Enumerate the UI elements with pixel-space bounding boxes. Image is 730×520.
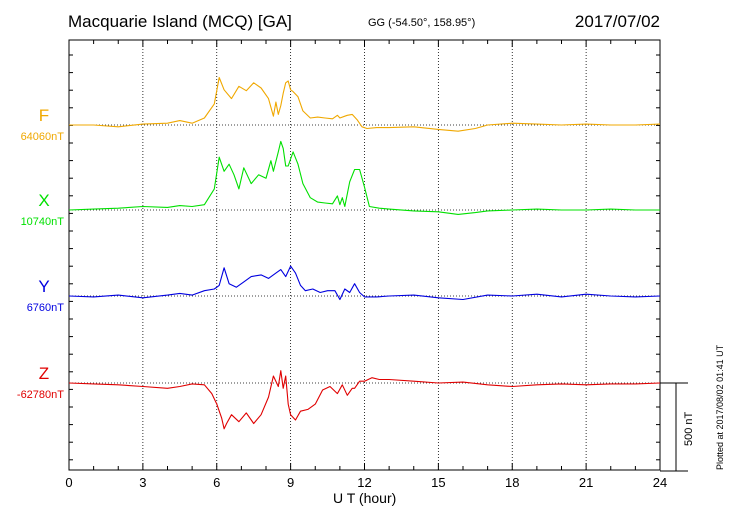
baseline-value-y: 6760nT	[26, 302, 64, 314]
x-tick-label: 18	[505, 475, 520, 490]
x-tick-label: 6	[213, 475, 221, 490]
data-traces	[68, 76, 661, 430]
chart-date: 2017/07/02	[574, 12, 660, 31]
x-tick-label: 12	[357, 475, 372, 490]
trace-z	[68, 370, 661, 430]
component-label-z: Z	[38, 364, 50, 383]
component-label-x: X	[38, 191, 50, 210]
scale-bar-label: 500 nT	[683, 411, 695, 446]
component-label-f: F	[38, 106, 50, 125]
x-axis-ticks	[68, 40, 661, 470]
trace-y	[68, 265, 661, 301]
baseline-value-f: 64060nT	[20, 131, 64, 143]
component-label-y: Y	[38, 277, 50, 296]
x-tick-label: 15	[431, 475, 446, 490]
x-tick-label: 3	[139, 475, 147, 490]
plotted-timestamp: Plotted at 2017/08/02 01:41 UT	[715, 344, 725, 470]
trace-x	[68, 140, 660, 215]
x-tick-label: 21	[578, 475, 594, 490]
x-tick-label: 24	[652, 475, 668, 490]
plot-frame	[68, 39, 661, 471]
x-axis-label: U T (hour)	[333, 490, 397, 506]
x-tick-label: 0	[65, 475, 73, 490]
station-title: Macquarie Island (MCQ) [GA]	[68, 12, 292, 31]
grid-lines	[142, 40, 587, 470]
baseline-value-x: 10740nT	[20, 216, 64, 228]
scale-bar	[660, 382, 688, 472]
baseline-value-z: -62780nT	[16, 389, 64, 401]
x-tick-label: 9	[287, 475, 295, 490]
trace-f	[69, 76, 661, 132]
station-coordinates: GG (-54.50°, 158.95°)	[368, 17, 476, 29]
